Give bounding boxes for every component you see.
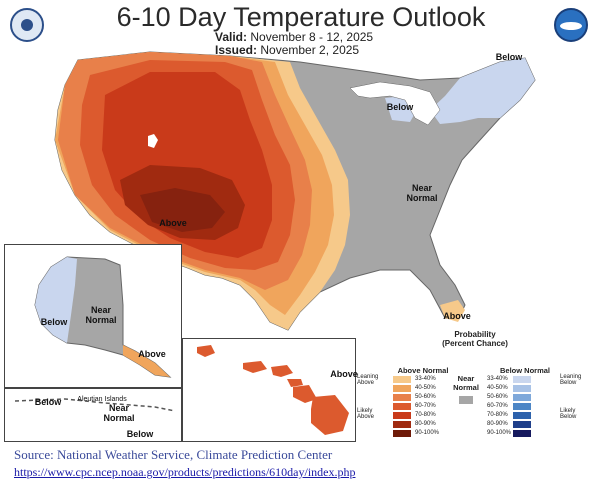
legend-below-header: Below Normal (499, 366, 550, 375)
legend-leaning-above: Leaning Above (357, 374, 379, 386)
legend-below-swatch (513, 385, 531, 392)
label-near-normal-east: Near Normal (406, 183, 438, 203)
legend-below-swatch (513, 376, 531, 383)
below-normal-northeast (430, 58, 535, 124)
hawaii-map (197, 345, 349, 435)
label-above-central: Above (159, 218, 187, 228)
legend-above-range: 70-80% (415, 412, 436, 418)
legend-above-swatch (393, 403, 411, 410)
legend-leaning-below: Leaning Below (560, 374, 582, 386)
aleutian-inset: Below Aleutian Islands Near Normal Below (4, 388, 182, 442)
legend-near-header: Near Normal (453, 374, 479, 392)
legend: Probability (Percent Chance) Above Norma… (355, 330, 600, 440)
label-alaska-below: Below (40, 317, 68, 327)
above-90-100 (140, 188, 225, 232)
label-aleutian-islands: Aleutian Islands (77, 396, 127, 403)
map-title: 6-10 Day Temperature Outlook (116, 2, 486, 32)
commerce-seal-logo (10, 8, 44, 42)
valid-line: Valid: November 8 - 12, 2025 (215, 30, 373, 44)
legend-above-range: 40-50% (415, 385, 436, 391)
legend-below-swatch (513, 403, 531, 410)
alaska-inset: Below Near Normal Above (4, 244, 182, 388)
legend-above-swatch (393, 376, 411, 383)
legend-below-swatch (513, 430, 531, 437)
issued-line: Issued: November 2, 2025 (215, 43, 359, 57)
legend-above-swatch (393, 394, 411, 401)
label-alaska-above: Above (138, 349, 166, 359)
legend-above-range: 50-60% (415, 394, 436, 400)
legend-title: Probability (Percent Chance) (442, 330, 508, 348)
label-aleutian-below-2: Below (126, 429, 154, 439)
issued-label: Issued: (215, 43, 258, 57)
label-aleutian-below: Below (34, 397, 62, 407)
legend-below-range: 70-80% (487, 412, 508, 418)
label-below-ne: Below (495, 52, 523, 62)
legend-above-range: 33-40% (415, 376, 436, 382)
legend-below-range: 33-40% (487, 376, 508, 382)
label-alaska-near-normal: Near Normal (85, 305, 117, 325)
legend-below-swatch (513, 394, 531, 401)
legend-near-swatch (459, 396, 473, 404)
legend-above-swatch (393, 412, 411, 419)
valid-dates: November 8 - 12, 2025 (250, 30, 374, 44)
legend-likely-above: Likely Above (357, 408, 375, 420)
legend-above-range: 90-100% (415, 430, 440, 436)
valid-label: Valid: (215, 30, 248, 44)
label-hawaii-above: Above (330, 369, 358, 379)
legend-likely-below: Likely Below (560, 408, 577, 420)
label-below-mi: Below (386, 102, 414, 112)
noaa-logo (554, 8, 588, 42)
legend-below-range: 40-50% (487, 385, 508, 391)
legend-above-swatch (393, 385, 411, 392)
legend-above-range: 60-70% (415, 403, 436, 409)
aleutian-map (14, 398, 176, 412)
great-lakes (349, 81, 441, 126)
alaska-map (34, 256, 172, 378)
legend-above-range: 80-90% (415, 421, 436, 427)
legend-below-range: 60-70% (487, 403, 508, 409)
great-salt-lake (148, 134, 158, 148)
label-above-florida: Above (443, 311, 471, 321)
label-aleutian-near-normal: Near Normal (103, 403, 135, 423)
source-line: Source: National Weather Service, Climat… (14, 447, 333, 462)
legend-below-swatch (513, 412, 531, 419)
legend-above-header: Above Normal (397, 366, 449, 375)
legend-below-range: 90-100% (487, 430, 512, 436)
source-url-link[interactable]: https://www.cpc.ncep.noaa.gov/products/p… (14, 465, 356, 479)
legend-above-swatch (393, 421, 411, 428)
legend-above-swatch (393, 430, 411, 437)
legend-below-range: 50-60% (487, 394, 508, 400)
legend-below-range: 80-90% (487, 421, 508, 427)
legend-below-swatch (513, 421, 531, 428)
hawaii-inset: Above (182, 338, 358, 442)
issued-date: November 2, 2025 (260, 43, 360, 57)
above-florida (440, 300, 465, 322)
